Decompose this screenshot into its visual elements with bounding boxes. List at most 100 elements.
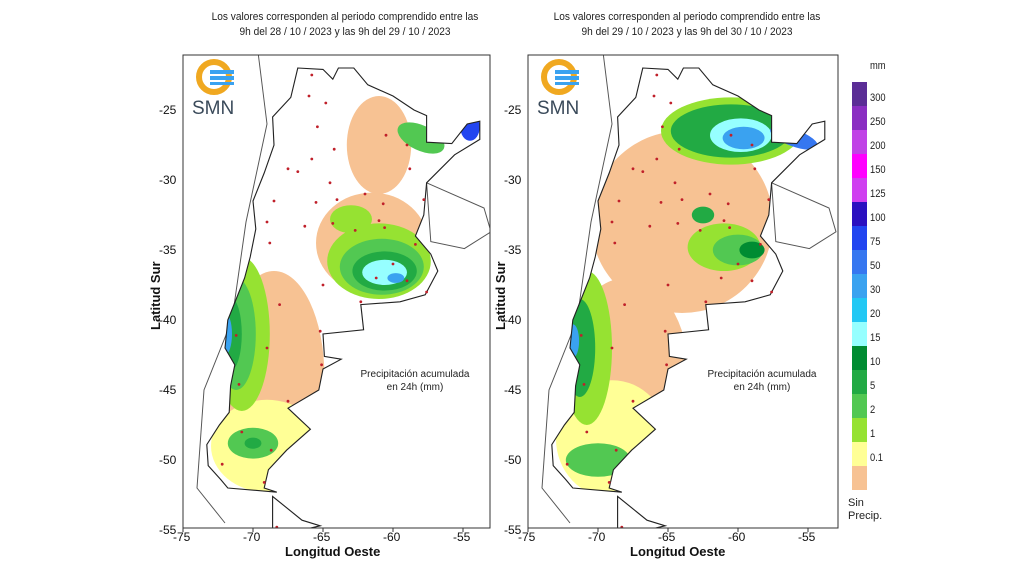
y-tick-label: -35 bbox=[159, 243, 177, 257]
legend-label: 200 bbox=[870, 140, 886, 152]
station-dot bbox=[607, 480, 611, 484]
map1-ylabel: Latitud Sur bbox=[148, 261, 163, 330]
station-dot bbox=[272, 199, 276, 203]
station-dot bbox=[324, 101, 328, 105]
station-dot bbox=[708, 192, 712, 196]
map1-annotation-line1: Precipitación acumulada bbox=[360, 369, 470, 380]
legend-label: 300 bbox=[870, 92, 886, 104]
station-dot bbox=[321, 283, 325, 287]
legend-label: 20 bbox=[870, 308, 881, 320]
x-tick-label: -65 bbox=[313, 530, 331, 544]
legend-label: 15 bbox=[870, 332, 881, 344]
station-dot bbox=[652, 94, 656, 98]
y-tick-label: -30 bbox=[159, 173, 177, 187]
map2-annotation-line1: Precipitación acumulada bbox=[707, 369, 817, 380]
y-tick-label: -30 bbox=[504, 173, 522, 187]
station-dot bbox=[579, 333, 583, 337]
x-tick-label: -55 bbox=[453, 530, 471, 544]
station-dot bbox=[610, 346, 614, 350]
station-dot bbox=[673, 181, 677, 185]
station-dot bbox=[425, 290, 429, 294]
legend-swatch bbox=[852, 370, 867, 394]
station-dot bbox=[310, 157, 314, 161]
x-tick-label: -65 bbox=[658, 530, 676, 544]
x-tick-label: -75 bbox=[518, 530, 536, 544]
station-dot bbox=[328, 181, 332, 185]
x-tick-label: -70 bbox=[588, 530, 606, 544]
station-dot bbox=[753, 167, 757, 171]
map2-annotation-line2: en 24h (mm) bbox=[733, 382, 791, 393]
station-dot bbox=[220, 462, 224, 466]
station-dot bbox=[363, 192, 367, 196]
x-tick-label: -60 bbox=[383, 530, 401, 544]
station-dot bbox=[316, 125, 319, 129]
station-dot bbox=[296, 170, 300, 173]
station-dot bbox=[286, 399, 290, 403]
map1-header-line1: Los valores corresponden al periodo comp… bbox=[211, 11, 479, 23]
station-dot bbox=[310, 73, 314, 77]
station-dot bbox=[767, 198, 771, 201]
y-tick-label: -55 bbox=[159, 523, 177, 537]
station-dot bbox=[234, 333, 238, 337]
legend-swatch bbox=[852, 298, 867, 322]
station-dot bbox=[722, 219, 726, 222]
station-dot bbox=[269, 448, 273, 452]
legend-label: 100 bbox=[870, 212, 886, 224]
y-tick-label: -35 bbox=[504, 243, 522, 257]
y-tick-label: -40 bbox=[504, 313, 522, 327]
map2-annotation: Precipitación acumulada en 24h (mm) bbox=[697, 368, 827, 394]
station-dot bbox=[331, 221, 335, 225]
smn-logo-map2: SMN bbox=[537, 59, 579, 119]
legend-label: 0.1 bbox=[870, 452, 884, 464]
station-dot bbox=[659, 201, 663, 204]
station-dot bbox=[240, 430, 244, 434]
station-dot bbox=[726, 202, 730, 206]
legend-label: 5 bbox=[870, 380, 876, 392]
station-dot bbox=[265, 220, 269, 224]
station-dot bbox=[307, 94, 311, 98]
station-dot bbox=[384, 133, 388, 137]
legend-swatch bbox=[852, 178, 867, 202]
x-tick-label: -60 bbox=[728, 530, 746, 544]
map2-header: Los valores corresponden al periodo comp… bbox=[531, 10, 844, 40]
station-dot bbox=[414, 242, 417, 246]
map1-header-line2: 9h del 28 / 10 / 2023 y las 9h del 29 / … bbox=[239, 26, 451, 38]
station-dot bbox=[353, 228, 357, 232]
legend-swatch bbox=[852, 274, 867, 298]
station-dot bbox=[359, 300, 363, 304]
station-dot bbox=[303, 224, 307, 228]
station-dot bbox=[666, 283, 670, 287]
legend-no-precip-line2: Precip. bbox=[848, 510, 883, 522]
station-dot bbox=[620, 525, 624, 528]
legend-label: 250 bbox=[870, 116, 886, 128]
station-dot bbox=[265, 346, 269, 350]
station-dot bbox=[314, 201, 318, 204]
station-dot bbox=[759, 242, 762, 246]
map2-frame bbox=[527, 54, 839, 529]
map2-panel: SMN bbox=[537, 55, 837, 528]
station-dot bbox=[623, 303, 626, 306]
station-dot bbox=[405, 279, 409, 283]
station-dot bbox=[729, 133, 733, 137]
map2-header-line1: Los valores corresponden al periodo comp… bbox=[553, 11, 821, 23]
station-dot bbox=[641, 170, 645, 173]
station-dot bbox=[698, 228, 702, 232]
legend-label: 75 bbox=[870, 236, 881, 248]
station-dot bbox=[613, 241, 617, 245]
legend-swatch bbox=[852, 202, 867, 226]
station-dot bbox=[770, 290, 774, 294]
station-dot bbox=[614, 448, 618, 452]
legend-label: 50 bbox=[870, 260, 881, 272]
legend-label: 10 bbox=[870, 356, 881, 368]
station-dot bbox=[383, 226, 387, 229]
legend-swatch bbox=[852, 250, 867, 274]
station-dot bbox=[335, 198, 339, 201]
y-tick-label: -25 bbox=[159, 103, 177, 117]
station-dot bbox=[318, 329, 322, 333]
x-tick-label: -70 bbox=[243, 530, 261, 544]
legend-label: 125 bbox=[870, 188, 886, 200]
legend-label: 1 bbox=[870, 428, 876, 440]
station-dot bbox=[631, 399, 635, 403]
legend-swatch bbox=[852, 130, 867, 154]
